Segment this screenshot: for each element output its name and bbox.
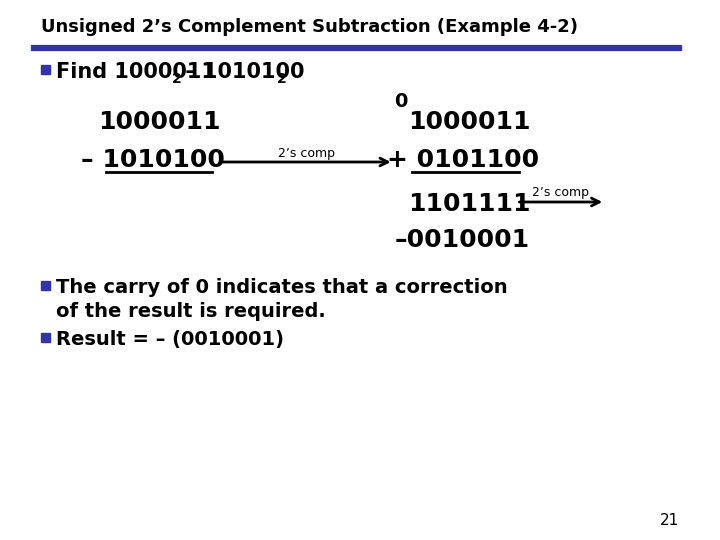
Text: + 0101100: + 0101100 [387,148,539,172]
Text: 21: 21 [660,513,679,528]
Text: of the result is required.: of the result is required. [56,302,326,321]
Bar [41,281,50,290]
Bar [41,65,50,74]
Text: – 1010100: – 1010100 [81,148,225,172]
Text: Unsigned 2’s Complement Subtraction (Example 4-2): Unsigned 2’s Complement Subtraction (Exa… [41,18,578,36]
Text: 2’s comp: 2’s comp [532,186,590,199]
Text: Find 1000011: Find 1000011 [56,62,216,82]
Text: 1101111: 1101111 [408,192,531,216]
Text: Result = – (0010001): Result = – (0010001) [56,330,284,349]
Text: – 1010100: – 1010100 [178,62,305,82]
Text: –0010001: –0010001 [395,228,530,252]
Bar [41,333,50,342]
Text: 1000011: 1000011 [408,110,531,134]
Text: 0: 0 [395,92,408,111]
Text: 2: 2 [172,72,182,86]
Text: The carry of 0 indicates that a correction: The carry of 0 indicates that a correcti… [56,278,508,297]
Text: 2’s comp: 2’s comp [278,147,335,160]
Text: 2: 2 [276,72,287,86]
Text: 1000011: 1000011 [99,110,221,134]
